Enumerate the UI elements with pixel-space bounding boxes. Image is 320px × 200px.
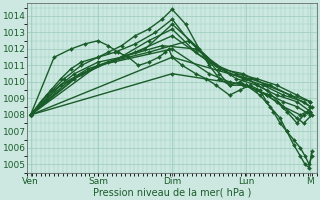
X-axis label: Pression niveau de la mer( hPa ): Pression niveau de la mer( hPa ) xyxy=(93,187,252,197)
